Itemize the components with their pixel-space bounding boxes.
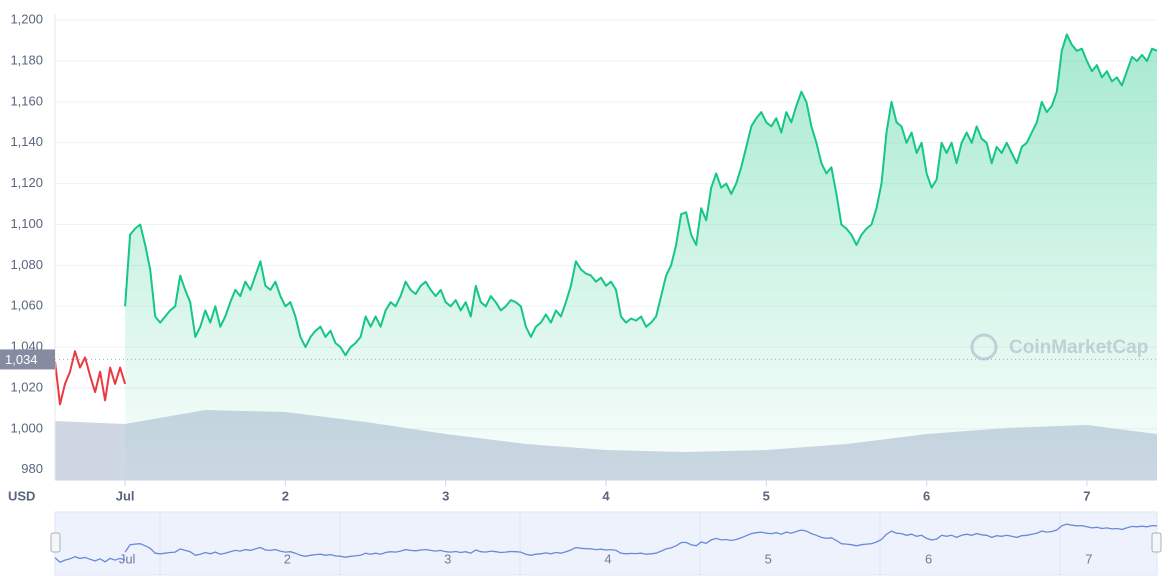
reference-label: 1,034 [5,352,38,367]
y-tick-label: 1,000 [10,420,43,435]
price-line [54,350,127,406]
line-layer [54,33,1158,406]
x-tick-label: 2 [282,488,289,503]
navigator-line [124,523,1158,558]
y-tick-label: 1,100 [10,216,43,231]
navigator-lines [54,523,1158,563]
x-tick-label: Jul [116,488,135,503]
navigator-frame [54,511,1158,576]
y-tick-label: 980 [21,461,43,476]
y-tick-label: 1,180 [10,52,43,67]
navigator-handle[interactable] [50,532,61,553]
x-tick-label: 3 [442,488,449,503]
navigator-tick-label: 4 [604,551,611,566]
navigator-tick-label: Jul [119,551,136,566]
x-tick-label: 7 [1083,488,1090,503]
area-layer [125,34,1158,481]
navigator-tick-label: 2 [284,551,291,566]
reference-badge [0,349,55,370]
navigator-tick-label: 6 [925,551,932,566]
price-area [125,34,1158,481]
y-tick-label: 1,020 [10,379,43,394]
navigator-tick-label: 7 [1085,551,1092,566]
navigator-tick-label: 3 [444,551,451,566]
y-tick-label: 1,160 [10,93,43,108]
y-tick-label: 1,200 [10,12,43,27]
watermark-logo [970,333,998,361]
navigator-handle[interactable] [1151,532,1162,553]
y-tick-label: 1,120 [10,175,43,190]
x-tick-label: 6 [923,488,930,503]
x-tick-label: 4 [602,488,610,503]
navigator-tick-label: 5 [765,551,772,566]
x-tick-label: 5 [763,488,770,503]
axes: 9801,0001,0201,0401,0601,0801,1001,1201,… [0,12,1157,503]
y-tick-label: 1,140 [10,134,43,149]
navigator: Jul 2 3 4 5 6 7 [54,511,1158,576]
watermark: CoinMarketCap [970,333,1148,361]
y-axis-unit: USD [8,488,35,503]
y-tick-label: 1,080 [10,257,43,272]
navigator-line [54,556,126,563]
y-tick-label: 1,060 [10,298,43,313]
price-line [124,33,1158,357]
watermark-text: CoinMarketCap [1009,337,1148,358]
